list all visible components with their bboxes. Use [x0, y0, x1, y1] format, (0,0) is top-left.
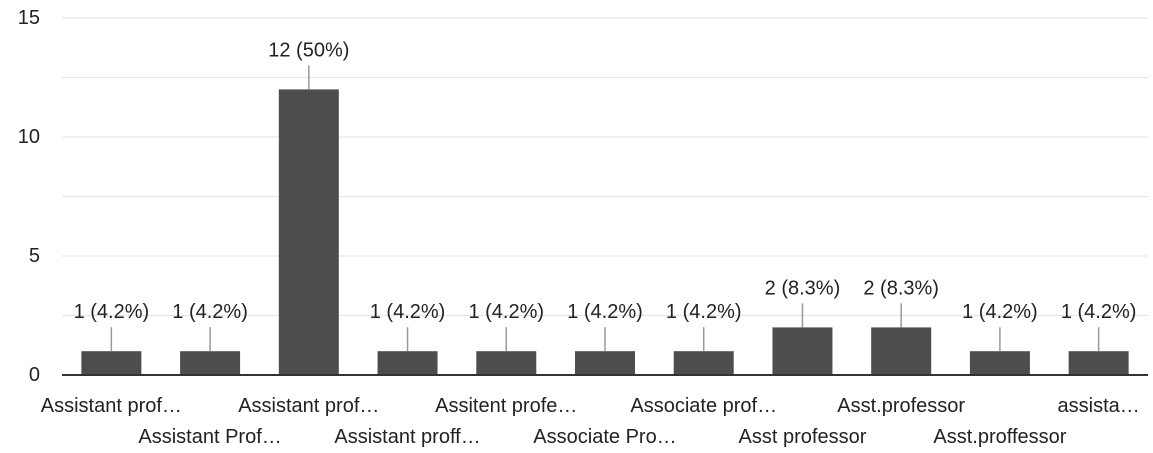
x-category-label: Assistant Prof… [138, 426, 281, 448]
y-tick-label: 5 [29, 245, 40, 267]
x-category-label: Assitent profe… [435, 395, 577, 417]
bar [772, 327, 833, 375]
y-axis-ticks: 0 5 10 15 [18, 7, 40, 386]
bar [1068, 351, 1129, 375]
bar [673, 351, 734, 375]
x-category-label: Assistant prof… [41, 395, 182, 417]
data-label: 2 (8.3%) [863, 277, 939, 299]
x-category-label: Asst.proffessor [933, 426, 1066, 448]
bar [871, 327, 932, 375]
bar [278, 89, 339, 376]
data-label: 1 (4.2%) [962, 301, 1038, 323]
y-tick-label: 15 [18, 7, 40, 29]
data-label: 12 (50%) [268, 39, 349, 61]
data-labels: 1 (4.2%) 1 (4.2%) 12 (50%) 1 (4.2%) 1 (4.2%)… [74, 39, 1137, 352]
bar [81, 351, 142, 375]
data-label: 1 (4.2%) [666, 301, 742, 323]
x-category-label: Assistant prof… [238, 395, 379, 417]
data-label: 1 (4.2%) [468, 301, 544, 323]
bar [575, 351, 635, 375]
bar [377, 351, 438, 375]
x-category-label: assista… [1058, 395, 1140, 417]
bar [180, 351, 241, 375]
data-label: 2 (8.3%) [765, 277, 841, 299]
data-label: 1 (4.2%) [370, 301, 446, 323]
x-axis-labels: Assistant prof… Assistant Prof… Assistant … [41, 395, 1140, 448]
x-category-label: Associate prof… [630, 395, 777, 417]
data-label: 1 (4.2%) [1061, 301, 1137, 323]
y-tick-label: 0 [29, 364, 40, 386]
bar [476, 351, 537, 375]
y-tick-label: 10 [18, 126, 40, 148]
data-label: 1 (4.2%) [172, 301, 248, 323]
data-label: 1 (4.2%) [567, 301, 643, 323]
x-category-label: Associate Pro… [533, 426, 676, 448]
bars [81, 89, 1129, 376]
gridlines [62, 17, 1148, 317]
x-category-label: Assistant proff… [334, 426, 480, 448]
x-category-label: Asst professor [739, 426, 867, 448]
x-category-label: Asst.professor [837, 395, 965, 417]
bar [969, 351, 1030, 375]
data-label: 1 (4.2%) [74, 301, 150, 323]
